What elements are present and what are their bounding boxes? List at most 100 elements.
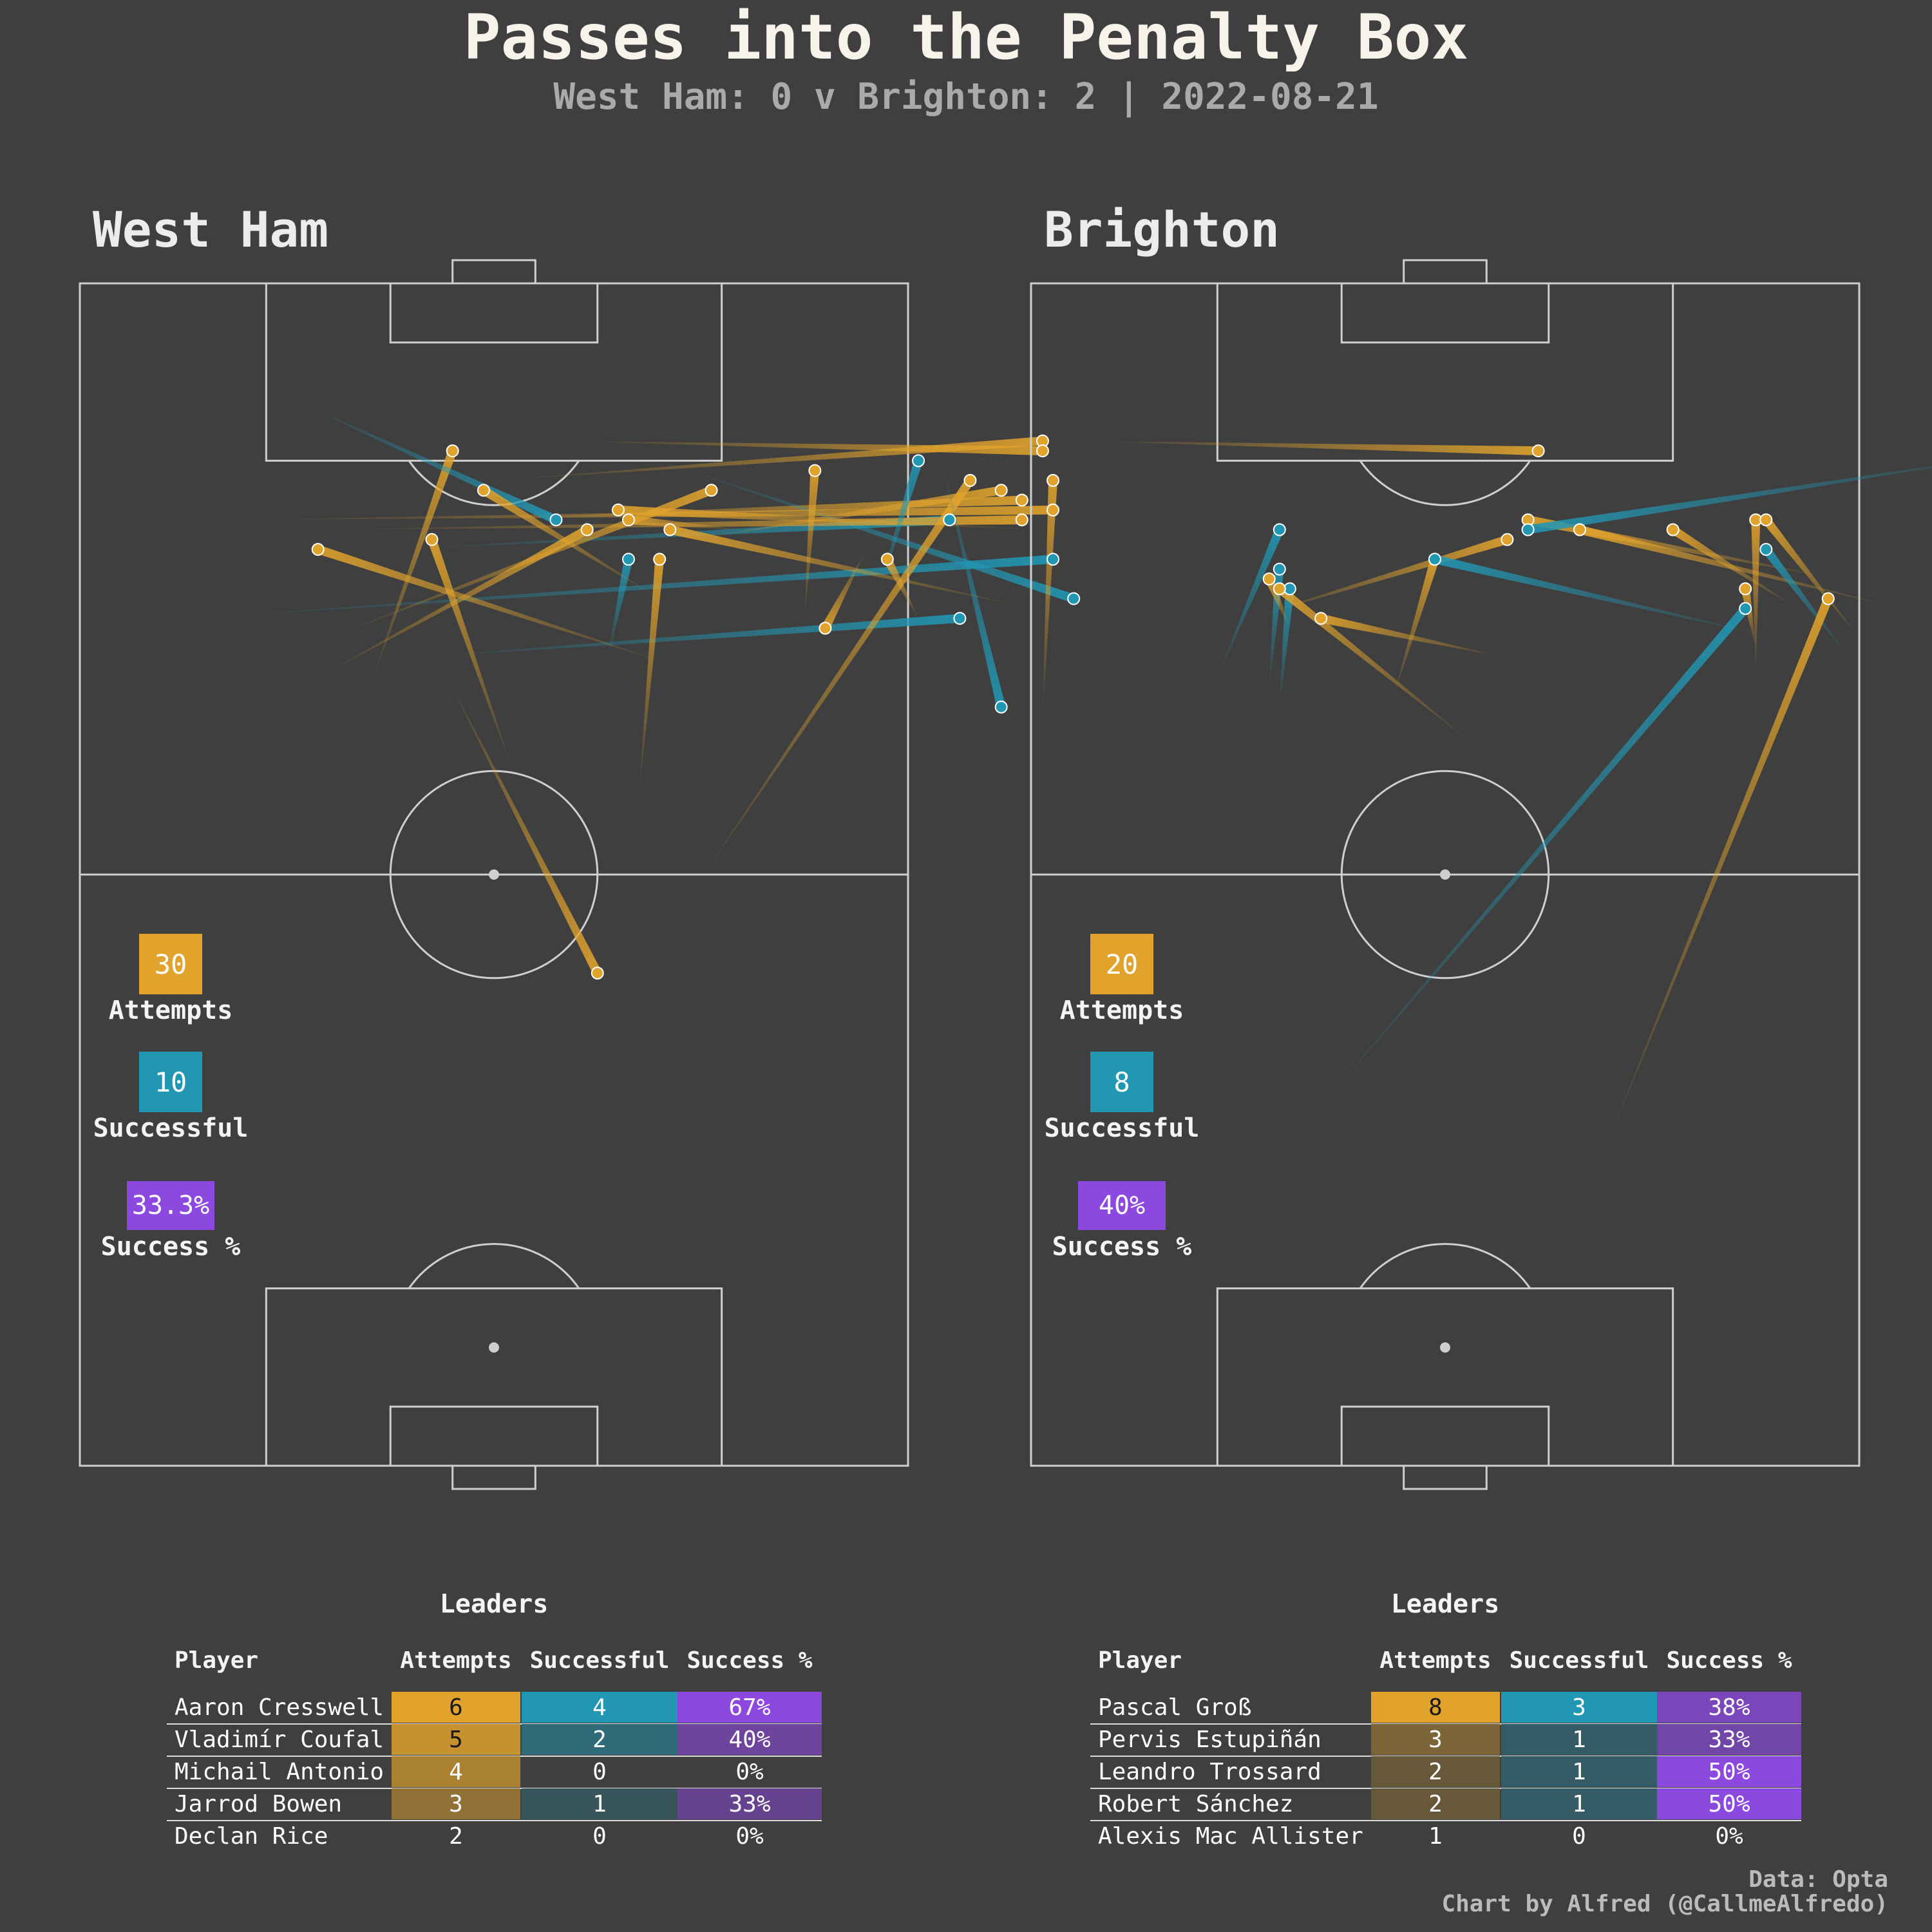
leader-successful-cell: 1 [1501,1788,1657,1819]
pass-end-point [963,474,977,487]
successful-value: 8 [1090,1052,1153,1112]
penalty-arc-top [1359,460,1531,506]
pass-end-point [311,543,325,556]
leader-successful-cell: 0 [592,1823,607,1850]
penalty-arc-bottom [1359,1243,1531,1289]
leaders-title: Leaders [439,1589,549,1619]
successful-label: Successful [93,1113,249,1143]
pass-line [1393,558,1439,697]
pass-line [1578,525,1901,609]
leader-attempts-cell: 3 [392,1788,520,1819]
goal-top [451,259,536,285]
chart-author: Chart by Alfred (@CallmeAlfredo) [1441,1891,1888,1917]
pass-end-point [705,484,718,497]
leader-player-name: Michail Antonio [175,1758,384,1785]
pass-end-point [1531,444,1545,458]
pass-end-point [1046,503,1060,516]
leader-successful-cell: 1 [1501,1724,1657,1755]
success-pct-label: Success % [1052,1232,1192,1262]
leader-attempts-cell: 4 [392,1756,520,1787]
successful-pass-point [621,553,635,566]
center-spot [1440,869,1450,880]
penalty-box-top [265,282,723,462]
credit: Data: Opta Chart by Alfred (@CallmeAlfre… [1441,1868,1888,1917]
pass-line [639,558,665,796]
pass-line [1279,588,1294,707]
pass-line [618,505,1043,530]
chart-title: Passes into the Penalty Box [463,1,1469,73]
pass-line [1269,569,1284,688]
table-row-divider [167,1820,822,1821]
pass-line [939,451,1006,708]
pass-end-point [446,444,459,458]
pass-end-point [1501,533,1514,546]
pass-end-point [1573,523,1586,536]
table-row-divider [1090,1820,1801,1821]
pass-end-point [1273,582,1286,596]
successful-pass-point [1067,592,1081,605]
successful-header: Successful [1509,1647,1649,1674]
six-yard-box-bottom [1340,1405,1550,1467]
leader-pct-cell: 50% [1657,1788,1801,1819]
successful-pass-point [1521,523,1535,536]
successful-value: 10 [139,1052,202,1112]
leader-pct-cell: 0% [1715,1823,1743,1850]
six-yard-box-top [1340,282,1550,344]
leader-attempts-cell: 8 [1371,1692,1500,1723]
leader-pct-cell: 33% [1657,1724,1801,1755]
pass-line [668,525,1032,609]
pass-line [1762,516,1859,638]
successful-pass-point [1046,553,1060,566]
attempts-value: 30 [139,934,202,994]
leader-successful-cell: 0 [1572,1823,1586,1850]
pass-line [1320,614,1508,658]
successful-pass-point [1428,553,1441,566]
pass-end-point [1262,573,1276,585]
successful-pass-point [943,513,956,527]
pass-end-point [1666,523,1680,536]
leader-attempts-cell: 6 [392,1692,520,1723]
pass-end-point [1046,474,1060,487]
pass-line [607,558,633,658]
pass-line [1083,440,1539,456]
pitch-svg [79,259,1932,1490]
success-pct-header: Success % [687,1647,813,1674]
pass-end-point [880,553,894,566]
pass-line [297,401,558,524]
leader-attempts-cell: 2 [1371,1756,1500,1787]
successful-pass-point [549,513,563,527]
successful-label: Successful [1044,1113,1200,1143]
pass-line [370,449,457,688]
center-spot [489,869,499,880]
leader-successful-cell: 2 [522,1724,677,1755]
pass-line [328,486,714,638]
successful-pass-point [953,612,967,625]
penalty-box-top [1216,282,1674,462]
leader-pct-cell: 38% [1657,1692,1801,1723]
leader-pct-cell: 33% [677,1788,822,1819]
goal-bottom [451,1464,536,1490]
attempts-header: Attempts [1379,1647,1492,1674]
pass-line [1276,585,1477,747]
leader-attempts-cell: 2 [1371,1788,1500,1819]
pass-end-point [1759,513,1773,527]
leader-pct-cell: 0% [735,1823,764,1850]
pass-line [1434,554,1777,638]
pass-line [1600,596,1833,1160]
penalty-box-bottom [1216,1287,1674,1467]
pass-end-point [808,464,822,477]
leader-pct-cell: 0% [735,1758,764,1785]
team-name-away: Brighton [1044,201,1280,258]
six-yard-box-bottom [389,1405,599,1467]
player-header: Player [175,1647,259,1674]
pass-line [883,557,919,619]
leader-attempts-cell: 3 [1371,1724,1500,1755]
pass-end-point [653,553,667,566]
pass-line [1300,605,1749,1131]
success-pct-value: 40% [1078,1181,1166,1230]
pass-end-point [994,484,1008,497]
leader-pct-cell: 67% [677,1692,822,1723]
pass-line [566,440,1043,456]
leader-player-name: Robert Sánchez [1098,1790,1294,1817]
leader-player-name: Aaron Cresswell [175,1694,384,1721]
